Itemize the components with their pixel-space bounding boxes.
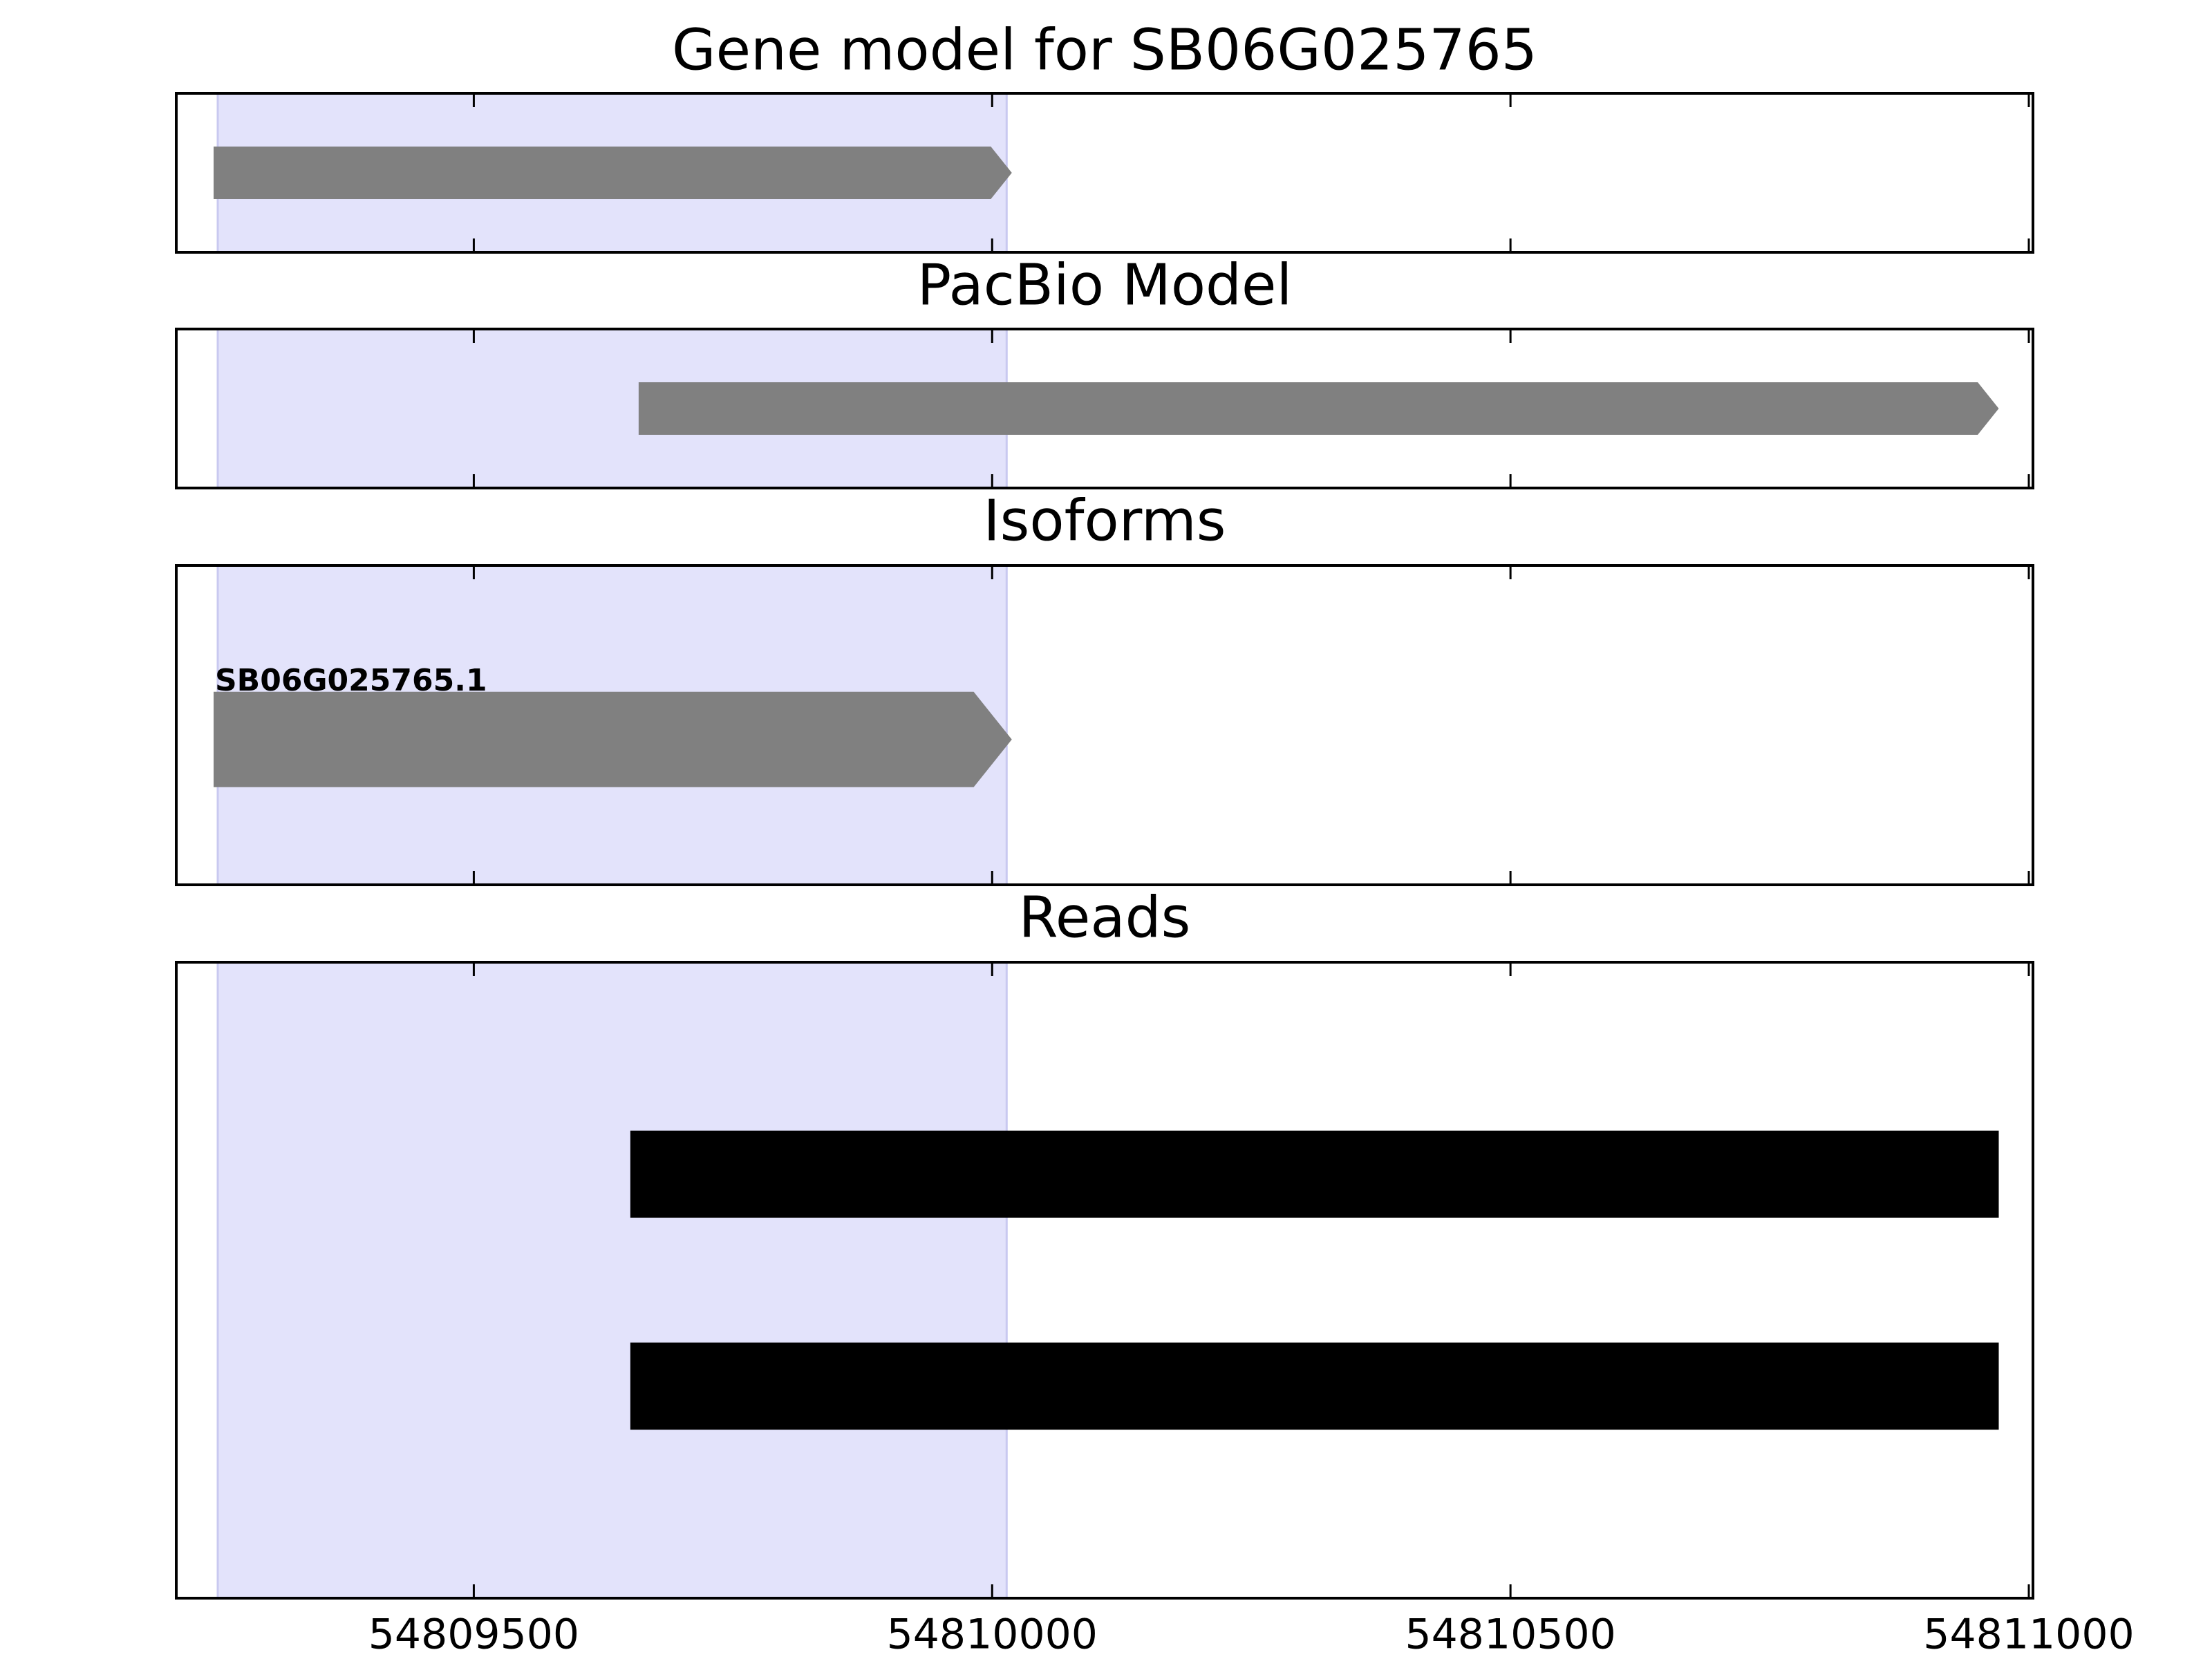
read-box — [630, 1342, 1999, 1430]
panel-frame — [175, 961, 2034, 1600]
panel-frame — [175, 328, 2034, 489]
panel-frame — [175, 564, 2034, 886]
panel-title: Gene model for SB06G025765 — [672, 17, 1537, 83]
feature-arrow — [213, 691, 1012, 787]
panel-title: PacBio Model — [917, 252, 1293, 318]
panel-frame — [175, 92, 2034, 254]
panel-title: Isoforms — [984, 488, 1226, 554]
highlight-span — [216, 961, 1008, 1600]
feature-arrow — [638, 382, 1999, 435]
read-box — [630, 1130, 1999, 1218]
x-tick-label: 54809500 — [368, 1611, 579, 1659]
feature-arrow — [213, 147, 1012, 199]
x-tick-label: 54810500 — [1405, 1611, 1615, 1659]
x-tick-label: 54810000 — [887, 1611, 1098, 1659]
feature-label: SB06G025765.1 — [215, 663, 487, 698]
panel-title: Reads — [1019, 885, 1191, 950]
x-tick-label: 54811000 — [1923, 1611, 2134, 1659]
